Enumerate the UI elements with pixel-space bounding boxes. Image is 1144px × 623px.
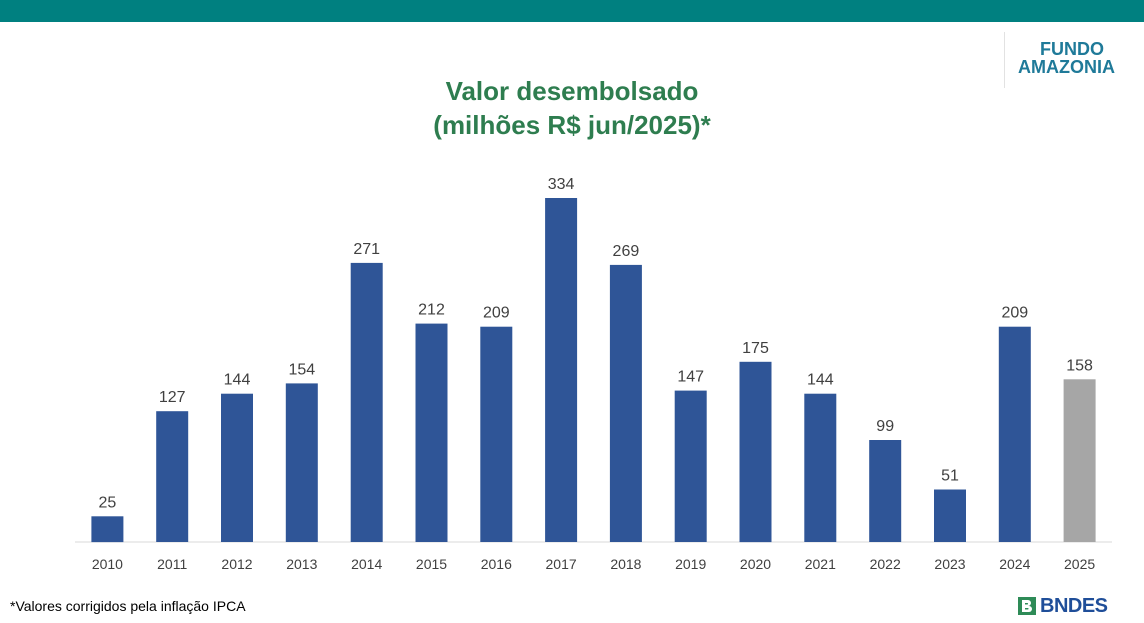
bar-2020 [739, 361, 772, 543]
data-label-2013: 154 [288, 361, 315, 378]
x-tick-label-2011: 2011 [157, 556, 187, 572]
bar-2019 [674, 390, 707, 542]
bar-2021 [804, 393, 837, 542]
bar-2018 [609, 264, 642, 542]
data-label-2023: 51 [941, 468, 959, 485]
data-label-2016: 209 [483, 305, 510, 322]
x-tick-label-2013: 2013 [286, 556, 317, 572]
chart-title-line-1: Valor desembolsado [445, 76, 699, 106]
data-label-2019: 147 [677, 369, 704, 386]
bar-2024 [998, 326, 1031, 542]
x-tick-label-2016: 2016 [481, 556, 512, 572]
data-label-2012: 144 [224, 372, 251, 389]
data-label-2025: 158 [1066, 357, 1093, 374]
x-tick-label-2015: 2015 [416, 556, 447, 572]
data-label-2011: 127 [159, 389, 186, 406]
x-tick-label-2023: 2023 [934, 556, 965, 572]
x-tick-label-2022: 2022 [870, 556, 901, 572]
top-header-bar [0, 0, 1144, 22]
logo-line-1: FUNDO [1040, 39, 1104, 59]
bar-2014 [350, 262, 383, 542]
x-tick-label-2020: 2020 [740, 556, 771, 572]
bar-2022 [869, 440, 902, 542]
x-tick-label-2024: 2024 [999, 556, 1030, 572]
bar-2023 [934, 489, 966, 542]
logo-divider [1004, 32, 1005, 88]
data-label-2010: 25 [99, 494, 117, 511]
data-label-2020: 175 [742, 340, 769, 357]
bar-2017 [545, 198, 578, 542]
bndes-logo-icon [1018, 597, 1036, 615]
data-label-2017: 334 [548, 176, 575, 193]
bar-2016 [480, 326, 513, 542]
data-label-2024: 209 [1001, 305, 1028, 322]
bar-2013 [285, 383, 318, 542]
bar-2015 [415, 323, 448, 542]
data-label-2022: 99 [876, 418, 894, 435]
bndes-logo-text: BNDES [1040, 594, 1108, 617]
x-tick-label-2014: 2014 [351, 556, 382, 572]
data-label-2021: 144 [807, 372, 834, 389]
x-tick-label-2021: 2021 [805, 556, 836, 572]
footnote: *Valores corrigidos pela inflação IPCA [10, 598, 246, 614]
x-tick-label-2012: 2012 [221, 556, 252, 572]
chart-title: Valor desembolsado (milhões R$ jun/2025)… [0, 74, 1144, 142]
chart-title-line-2: (milhões R$ jun/2025)* [433, 110, 711, 140]
bar-2011 [156, 411, 189, 542]
x-tick-label-2017: 2017 [546, 556, 577, 572]
data-label-2018: 269 [613, 243, 640, 260]
bar-2012 [221, 393, 253, 542]
data-label-2015: 212 [418, 302, 445, 319]
bar-2010 [91, 516, 124, 543]
bndes-logo: BNDES [1018, 594, 1108, 618]
x-tick-label-2018: 2018 [610, 556, 641, 572]
logo-line-2: AMAZONIA [1018, 57, 1115, 77]
x-tick-label-2025: 2025 [1064, 556, 1095, 572]
bar-2025 [1063, 379, 1096, 542]
x-tick-label-2010: 2010 [92, 556, 123, 572]
data-label-2014: 271 [353, 241, 380, 258]
fundo-amazonia-logo: FUNDO AMAZONIA [1018, 40, 1128, 78]
x-tick-label-2019: 2019 [675, 556, 706, 572]
